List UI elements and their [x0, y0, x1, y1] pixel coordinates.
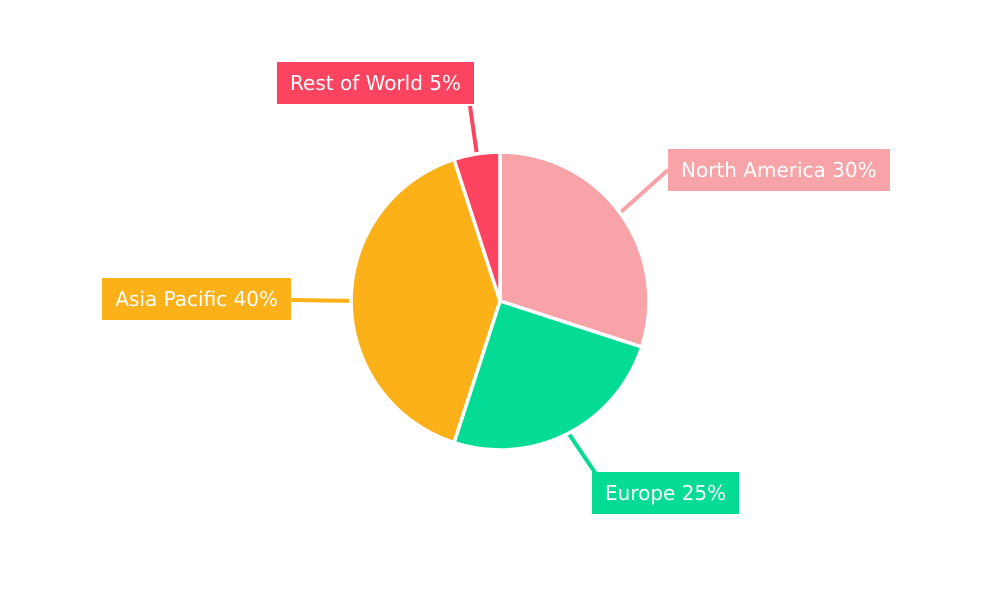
pie-label-europe: Europe 25% — [592, 472, 740, 514]
pie-slice-north-america[interactable] — [498, 150, 651, 349]
pie-label-north-america: North America 30% — [668, 149, 890, 191]
leader-line-asia-pacific — [290, 298, 360, 303]
pie-label-asia-pacific: Asia Pacific 40% — [102, 278, 291, 320]
leader-line-north-america — [612, 168, 670, 220]
pie-label-rest-of-world: Rest of World 5% — [277, 62, 474, 104]
pie-slice-rest-of-world[interactable] — [452, 150, 502, 303]
pie-slice-asia-pacific[interactable] — [349, 157, 502, 445]
pie-slice-europe[interactable] — [452, 299, 644, 452]
